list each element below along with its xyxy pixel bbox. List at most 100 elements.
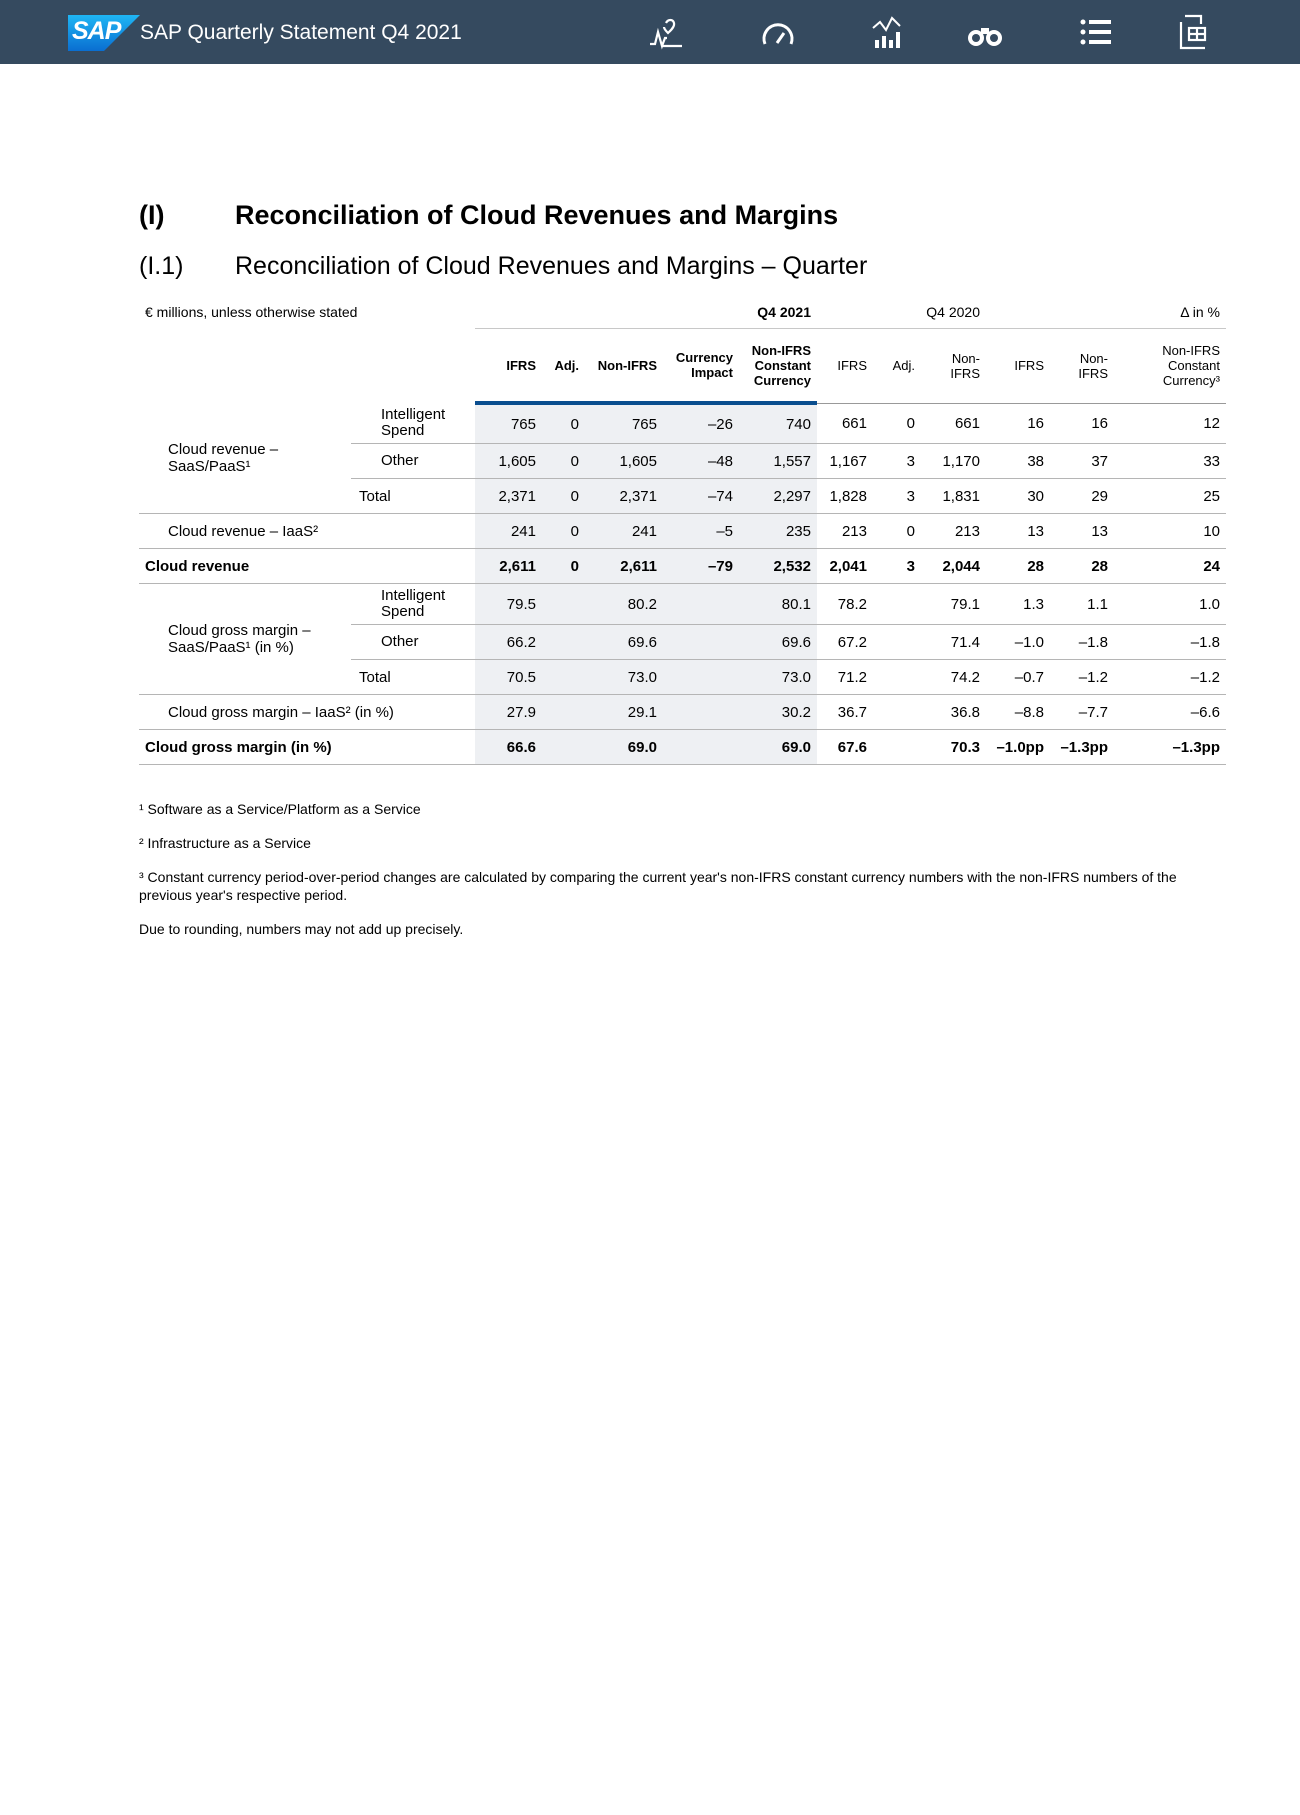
table-cell: 69.6: [739, 624, 817, 660]
table-cell: 69.0: [585, 729, 663, 765]
table-cell: 67.2: [817, 624, 873, 660]
column-header: IFRS: [475, 328, 542, 404]
table-cell: 29: [1050, 478, 1114, 514]
table-row: Total 2,371 0 2,371 –74 2,297 1,828 3 1,831 30 29 2…: [139, 478, 1226, 514]
table-cell: 70.5: [475, 659, 542, 695]
table-cell: 0: [873, 403, 921, 444]
table-cell: 0: [873, 513, 921, 549]
logo-text: SAP: [72, 17, 121, 45]
column-header: Non-IFRS: [585, 328, 663, 404]
table-cell: [663, 624, 739, 660]
nav-table[interactable]: [1175, 14, 1211, 50]
table-cell: 235: [739, 513, 817, 549]
table-row: Other 66.2 69.6 69.6 67.2 71.4 –1.0 –1.8 –1.8: [139, 624, 1226, 660]
table-cell: 2,611: [585, 548, 663, 584]
table-cell: 661: [921, 403, 986, 444]
table-cell: –7.7: [1050, 694, 1114, 730]
reconciliation-table: € millions, unless otherwise stated Q4 20…: [139, 302, 1226, 765]
table-cell: 0: [542, 443, 585, 479]
footnote: ¹ Software as a Service/Platform as a Se…: [139, 801, 421, 817]
table-cell: –1.2: [1050, 659, 1114, 695]
table-cell: 1.1: [1050, 583, 1114, 625]
subsection-title: Reconciliation of Cloud Revenues and Mar…: [235, 252, 868, 280]
table-row: Cloud gross margin (in %) 66.6 69.0 69.0 67.…: [139, 729, 1226, 765]
table-cell: 0: [542, 513, 585, 549]
table-cell: 1,605: [585, 443, 663, 479]
table-cell: 10: [1114, 513, 1226, 549]
row-total-label: Total: [351, 478, 475, 514]
column-header: Currency Impact: [663, 328, 739, 404]
table-cell: 213: [921, 513, 986, 549]
column-header-text: IFRS: [837, 358, 867, 374]
row-label: Cloud gross margin – IaaS² (in %): [139, 694, 475, 730]
table-cell: 2,297: [739, 478, 817, 514]
row-sublabel: Other: [351, 443, 475, 479]
column-header: Non-IFRS: [921, 328, 986, 404]
nav-list[interactable]: [1078, 14, 1114, 50]
footnote: ³ Constant currency period-over-period c…: [139, 869, 1177, 903]
table-cell: [873, 729, 921, 765]
table-cell: –1.8: [1050, 624, 1114, 660]
top-bar: SAP SAP Quarterly Statement Q4 2021: [0, 0, 1300, 64]
table-cell: 2,611: [475, 548, 542, 584]
table-cell: 80.2: [585, 583, 663, 625]
table-cell: 13: [1050, 513, 1114, 549]
column-header: Non-IFRS: [1050, 328, 1114, 404]
table-cell: 2,532: [739, 548, 817, 584]
table-row: Cloud revenue – IaaS² 241 0 241 –5 235 213 0 213…: [139, 513, 1226, 549]
table-cell: 74.2: [921, 659, 986, 695]
table-cell: 25: [1114, 478, 1226, 514]
table-cell: 1,605: [475, 443, 542, 479]
table-head: € millions, unless otherwise stated Q4 20…: [139, 302, 1226, 404]
table-cell: 36.8: [921, 694, 986, 730]
column-header-text: Non-IFRS Constant Currency³: [1162, 343, 1220, 389]
column-header: Non-IFRS Constant Currency³: [1114, 328, 1226, 404]
table-cell: 2,041: [817, 548, 873, 584]
table-cell: [873, 694, 921, 730]
column-header-text: Non-IFRS Constant Currency: [751, 342, 811, 388]
row-total-label: Total: [351, 659, 475, 695]
table-row: Cloud gross margin – IaaS² (in %) 27.9 29.…: [139, 694, 1226, 730]
table-cell: 28: [986, 548, 1050, 584]
table-cell: 1,170: [921, 443, 986, 479]
row-sublabel: Intelligent Spend: [351, 403, 475, 444]
table-cell: 765: [585, 401, 663, 444]
table-cell: 73.0: [739, 659, 817, 695]
table-cell: 241: [585, 513, 663, 549]
table-cell: [663, 659, 739, 695]
column-header: Adj.: [542, 328, 585, 404]
column-header: IFRS: [817, 328, 873, 404]
period-header: Q4 2020: [926, 304, 980, 320]
nav-gauge[interactable]: [760, 14, 796, 50]
table-cell: 80.1: [739, 583, 817, 625]
row-sublabel: Intelligent Spend: [351, 583, 475, 625]
table-cell: [542, 583, 585, 625]
table-cell: 12: [1114, 403, 1226, 444]
table-row: Cloud revenue – SaaS/PaaS¹ Intelligent Sp…: [139, 401, 1226, 514]
table-cell: 28: [1050, 548, 1114, 584]
column-header: Non-IFRS Constant Currency: [739, 328, 817, 404]
table-row: Other 1,605 0 1,605 –48 1,557 1,167 3 1,170 38 37 3…: [139, 443, 1226, 479]
table-cell: 73.0: [585, 659, 663, 695]
table-cell: 16: [986, 403, 1050, 444]
section-title: Reconciliation of Cloud Revenues and Mar…: [235, 200, 839, 230]
table-cell: 3: [873, 478, 921, 514]
table-cell: 79.1: [921, 583, 986, 625]
column-header-text: Currency Impact: [675, 350, 733, 380]
table-cell: 0: [542, 478, 585, 514]
nav-health[interactable]: [648, 14, 684, 50]
nav-chart[interactable]: [870, 14, 906, 50]
table-cell: –1.3pp: [1114, 729, 1226, 765]
row-label: Cloud revenue – IaaS²: [139, 513, 475, 549]
document-title: SAP Quarterly Statement Q4 2021: [140, 21, 462, 44]
table-cell: 36.7: [817, 694, 873, 730]
table-cell: 29.1: [585, 694, 663, 730]
table-cell: 69.6: [585, 624, 663, 660]
table-row: Total 70.5 73.0 73.0 71.2 74.2 –0.7 –1.2 –1.2: [139, 659, 1226, 695]
nav-search[interactable]: [967, 14, 1003, 50]
table-cell: [873, 583, 921, 625]
unit-note: € millions, unless otherwise stated: [145, 304, 358, 320]
table-cell: 1,167: [817, 443, 873, 479]
table-cell: –1.0: [986, 624, 1050, 660]
